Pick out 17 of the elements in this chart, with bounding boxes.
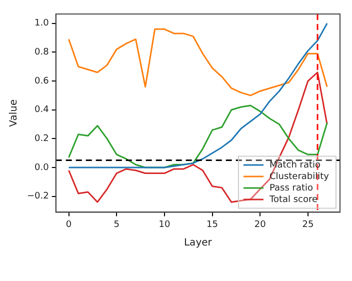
y-tick-label: 0.4	[34, 105, 50, 116]
y-tick-label: 0.0	[34, 162, 50, 173]
x-tick-label: 15	[206, 220, 218, 230]
x-tick-label: 20	[254, 220, 266, 230]
y-tick-label: 0.8	[34, 48, 50, 58]
y-tick-label: 0.6	[34, 76, 50, 86]
y-tick-label: 1.0	[34, 18, 50, 29]
y-tick-label: −0.2	[26, 192, 49, 202]
x-tick-label: 10	[158, 220, 170, 230]
x-axis-title: Layer	[184, 238, 213, 249]
legend-label: Total score	[268, 194, 318, 205]
y-axis-title: Value	[8, 99, 20, 127]
x-tick-label: 25	[302, 220, 314, 230]
legend-label: Pass ratio	[269, 183, 314, 194]
x-tick-label: 0	[66, 220, 72, 230]
y-tick-label: 0.2	[34, 134, 49, 144]
x-tick-label: 5	[114, 220, 120, 230]
